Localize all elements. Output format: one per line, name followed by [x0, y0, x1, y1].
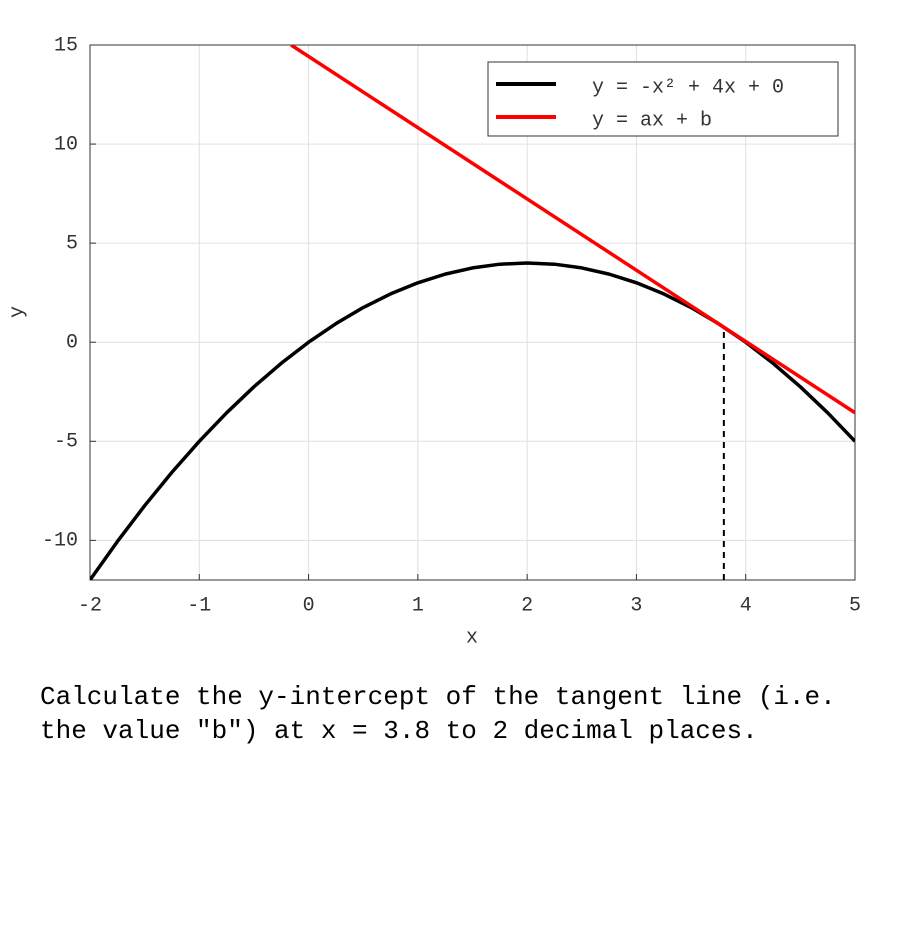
plot-frame: [89, 44, 856, 581]
series-line: [90, 261, 855, 580]
x-tick-label: 5: [849, 594, 861, 617]
question-text: Calculate the y-intercept of the tangent…: [40, 682, 852, 746]
x-tick-label: 2: [521, 594, 533, 617]
y-tick-label: 10: [54, 133, 78, 156]
legend-label: y = -x² + 4x + 0: [592, 76, 784, 99]
x-tick-label: 0: [303, 594, 315, 617]
legend-box: [487, 61, 839, 137]
x-tick-label: 1: [412, 594, 424, 617]
y-axis-label: y: [6, 306, 29, 318]
x-tick-label: -2: [78, 594, 102, 617]
plot-area: [90, 45, 855, 580]
x-tick-label: -1: [187, 594, 211, 617]
x-tick-label: 3: [630, 594, 642, 617]
y-tick-label: 15: [54, 34, 78, 57]
y-tick-label: 0: [66, 332, 78, 355]
series-line: [290, 45, 855, 415]
x-tick-label: 4: [740, 594, 752, 617]
y-tick-label: 5: [66, 232, 78, 255]
legend-label: y = ax + b: [592, 109, 712, 132]
y-tick-label: -5: [54, 431, 78, 454]
y-tick-label: -10: [42, 530, 78, 553]
x-axis-label: x: [466, 626, 478, 649]
